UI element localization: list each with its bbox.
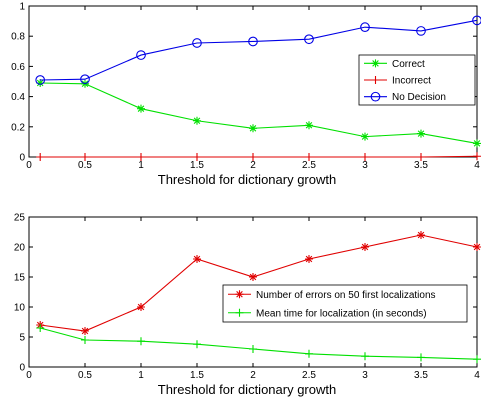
legend-marker xyxy=(370,91,381,102)
legend-marker xyxy=(235,308,244,317)
legend-entry: No Decision xyxy=(392,92,446,103)
y-tick-label: 15 xyxy=(14,273,26,284)
data-point xyxy=(305,349,313,358)
y-tick-label: 0.6 xyxy=(11,62,25,73)
data-point xyxy=(305,121,313,130)
legend-marker xyxy=(371,76,380,84)
y-tick-label: 10 xyxy=(14,303,26,314)
x-tick-label: 0.5 xyxy=(78,370,92,381)
x-tick-label: 4 xyxy=(474,160,480,171)
data-point xyxy=(473,152,481,161)
x-tick-label: 0 xyxy=(26,370,32,381)
data-point xyxy=(417,153,425,161)
data-point xyxy=(304,34,314,45)
x-tick-label: 1.5 xyxy=(190,370,204,381)
x-tick-label: 2.5 xyxy=(302,370,316,381)
data-point xyxy=(193,340,201,349)
data-point xyxy=(36,79,45,88)
data-point xyxy=(417,231,425,239)
data-point xyxy=(80,74,90,85)
x-tick-label: 1.5 xyxy=(190,160,204,171)
data-point xyxy=(249,124,257,133)
data-point xyxy=(472,15,481,26)
data-point xyxy=(249,345,257,353)
data-point xyxy=(473,139,481,148)
y-tick-label: 0 xyxy=(19,153,25,164)
data-point xyxy=(249,273,257,281)
x-tick-label: 0 xyxy=(26,160,32,171)
legend-entry: Incorrect xyxy=(392,76,431,87)
y-tick-label: 0.2 xyxy=(11,122,25,133)
y-tick-label: 0.4 xyxy=(11,92,25,103)
legend-entry: Correct xyxy=(392,59,425,70)
data-point xyxy=(361,132,369,141)
data-point xyxy=(305,153,313,161)
data-point xyxy=(360,22,370,32)
y-tick-label: 0.8 xyxy=(11,32,25,43)
data-point xyxy=(137,337,145,346)
chart-2: 0 0.5 1 1.5 2 2.5 3 3.5 4 0 5 10 15 20 25 Threshold for… xyxy=(14,213,481,397)
x-tick-label: 2 xyxy=(250,160,256,171)
x-tick-label: 3.5 xyxy=(414,370,428,381)
legend-box xyxy=(222,284,468,323)
data-point xyxy=(249,153,257,161)
x-tick-label: 2.5 xyxy=(302,160,316,171)
legend-entry: Mean time for localization (in seconds) xyxy=(256,308,427,319)
legend-entry: Number of errors on 50 first localizatio… xyxy=(256,290,436,301)
series-1 xyxy=(36,231,481,335)
x-tick-label: 3 xyxy=(362,160,368,171)
x-axis-label: Threshold for dictionary growth xyxy=(158,382,336,397)
y-tick-label: 5 xyxy=(19,333,25,344)
data-point xyxy=(193,116,201,125)
data-point xyxy=(361,243,369,251)
series-line xyxy=(40,19,478,81)
data-point xyxy=(416,26,426,36)
data-point xyxy=(473,243,481,251)
data-point xyxy=(305,255,313,263)
data-point xyxy=(248,36,258,47)
x-tick-label: 3.5 xyxy=(414,160,428,171)
series-2 xyxy=(36,152,481,161)
legend-marker xyxy=(235,290,244,299)
x-tick-label: 3 xyxy=(362,370,368,381)
x-axis-label: Threshold for dictionary growth xyxy=(158,172,336,187)
data-point xyxy=(417,129,425,138)
x-tick-label: 1 xyxy=(138,370,144,381)
y-tick-label: 20 xyxy=(14,243,26,254)
data-point xyxy=(192,38,202,48)
x-tick-label: 4 xyxy=(474,370,480,381)
data-point xyxy=(81,327,89,335)
data-point xyxy=(35,75,46,85)
data-point xyxy=(193,153,201,161)
y-tick-label: 0 xyxy=(19,363,25,374)
data-point xyxy=(361,153,369,161)
chart-1: 0 0.5 1 1.5 2 2.5 3 3.5 4 0 0.2 0.4 0.6 0.8 1 Threshold… xyxy=(11,2,481,187)
data-point xyxy=(81,153,89,161)
data-point xyxy=(417,353,425,362)
x-tick-label: 0.5 xyxy=(78,160,92,171)
y-tick-label: 25 xyxy=(14,213,26,224)
data-point xyxy=(36,153,45,161)
data-point xyxy=(137,104,145,113)
data-point xyxy=(81,336,89,344)
data-point xyxy=(361,352,369,361)
data-point xyxy=(36,324,45,332)
data-point xyxy=(193,255,201,263)
legend-marker xyxy=(371,59,380,68)
data-point xyxy=(137,153,145,161)
data-point xyxy=(137,303,145,311)
data-point xyxy=(136,50,146,60)
legend: Number of errors on 50 first localizatio… xyxy=(222,284,468,323)
series-3 xyxy=(35,15,481,85)
y-tick-label: 1 xyxy=(19,2,25,13)
legend: Correct Incorrect No Decision xyxy=(358,54,476,106)
x-tick-label: 1 xyxy=(138,160,144,171)
x-tick-label: 2 xyxy=(250,370,256,381)
data-point xyxy=(473,355,481,364)
series-2 xyxy=(36,324,481,364)
